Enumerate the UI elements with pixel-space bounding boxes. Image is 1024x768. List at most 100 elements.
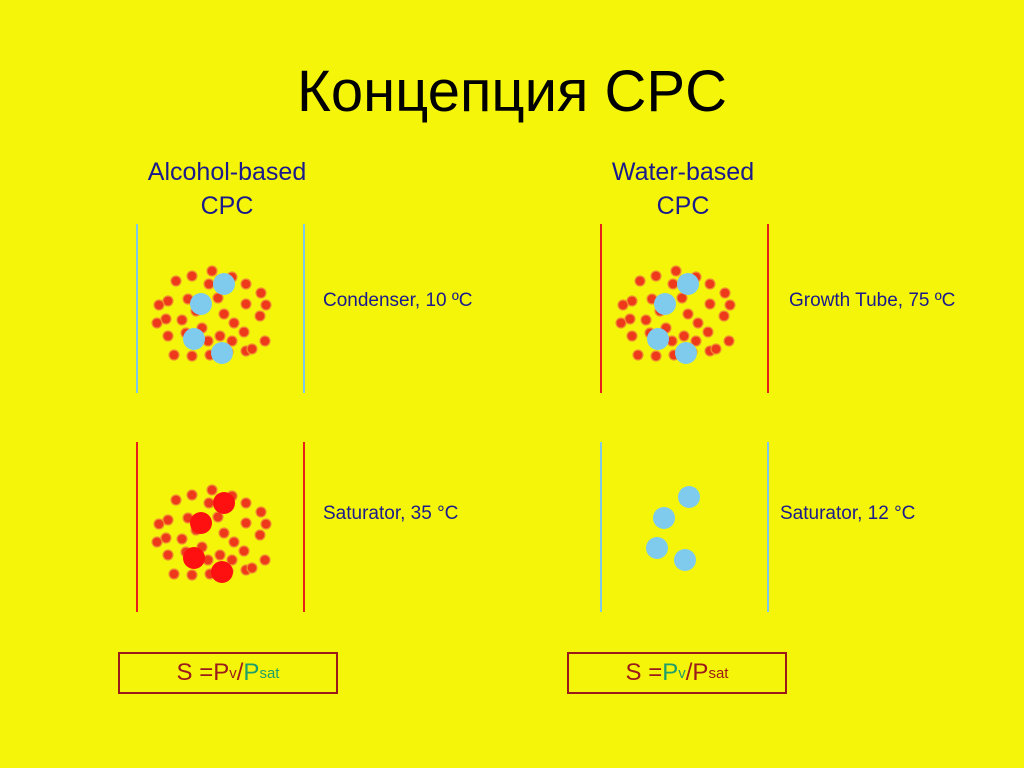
alcohol-vapor-dot	[255, 287, 267, 299]
water-vapor-dot	[719, 287, 731, 299]
water-vapor-dot	[710, 343, 722, 355]
alcohol-vapor-dot	[206, 484, 218, 496]
alcohol-vapor-dot	[151, 317, 163, 329]
water-growth-tube-label: Growth Tube, 75 ºC	[789, 290, 956, 311]
alcohol-vapor-dot	[153, 299, 165, 311]
water-formula-psat-sub: sat	[708, 664, 729, 682]
alcohol-vapor-dot	[240, 517, 252, 529]
alcohol-vapor-dot	[162, 295, 174, 307]
particle-dot	[183, 328, 205, 350]
alcohol-vapor-dot	[186, 569, 198, 581]
alcohol-vapor-dot	[228, 317, 240, 329]
alcohol-vapor-dot	[168, 349, 180, 361]
particle-dot	[646, 537, 668, 559]
alcohol-vapor-dot	[240, 497, 252, 509]
particle-dot	[190, 293, 212, 315]
alcohol-saturator-label: Saturator, 35 °C	[323, 503, 459, 524]
alcohol-vapor-dot	[218, 308, 230, 320]
particle-dot	[653, 507, 675, 529]
page-title: Концепция CPC	[297, 59, 727, 124]
alcohol-vapor-dot	[186, 350, 198, 362]
alcohol-formula-prefix: S =	[176, 659, 214, 686]
water-vapor-dot	[624, 313, 636, 325]
alcohol-vapor-dot	[162, 549, 174, 561]
particle-dot	[678, 486, 700, 508]
water-vapor-dot	[690, 335, 702, 347]
alcohol-formula-slash: /	[236, 659, 244, 686]
water-formula-pv: P	[662, 659, 679, 686]
alcohol-vapor-dot	[186, 489, 198, 501]
alcohol-vapor-dot	[260, 299, 272, 311]
particle-dot	[213, 273, 235, 295]
alcohol-vapor-dot	[176, 314, 188, 326]
water-vapor-dot	[650, 270, 662, 282]
alcohol-vapor-dot	[240, 278, 252, 290]
alcohol-vapor-dot	[214, 330, 226, 342]
water-vapor-dot	[704, 298, 716, 310]
water-heading-line2: CPC	[656, 192, 710, 220]
alcohol-vapor-dot	[160, 313, 172, 325]
alcohol-vapor-dot	[254, 310, 266, 322]
alcohol-formula-psat: P	[243, 659, 260, 686]
particle-dot	[654, 293, 676, 315]
water-vapor-dot	[650, 350, 662, 362]
water-vapor-dot	[682, 308, 694, 320]
alcohol-vapor-dot	[170, 275, 182, 287]
alcohol-vapor-dot	[259, 554, 271, 566]
alcohol-vapor-dot	[226, 554, 238, 566]
water-formula-slash: /	[685, 659, 693, 686]
alcohol-condenser-label: Condenser, 10 ºC	[323, 290, 473, 311]
alcohol-vapor-dot	[206, 265, 218, 277]
water-vapor-dot	[634, 275, 646, 287]
alcohol-vapor-dot	[259, 335, 271, 347]
alcohol-vapor-dot	[203, 497, 215, 509]
alcohol-formula-pv-sub: v	[229, 664, 237, 682]
alcohol-heading-line2: CPC	[200, 192, 254, 220]
alcohol-formula-pv: P	[213, 659, 230, 686]
particle-dot	[211, 342, 233, 364]
grown-droplet-dot	[211, 561, 233, 583]
alcohol-vapor-dot	[254, 529, 266, 541]
water-heading: Water-based CPC	[553, 155, 813, 223]
alcohol-vapor-dot	[186, 270, 198, 282]
alcohol-heading: Alcohol-based CPC	[97, 155, 357, 223]
alcohol-vapor-dot	[176, 533, 188, 545]
water-vapor-dot	[667, 278, 679, 290]
alcohol-vapor-dot	[255, 506, 267, 518]
water-vapor-dot	[723, 335, 735, 347]
grown-droplet-dot	[190, 512, 212, 534]
alcohol-formula-psat-sub: sat	[259, 664, 280, 682]
water-vapor-dot	[704, 278, 716, 290]
alcohol-vapor-dot	[162, 330, 174, 342]
particle-dot	[674, 549, 696, 571]
alcohol-vapor-dot	[168, 568, 180, 580]
alcohol-vapor-dot	[238, 545, 250, 557]
grown-droplet-dot	[183, 547, 205, 569]
water-formula-psat: P	[692, 659, 709, 686]
water-vapor-dot	[626, 330, 638, 342]
alcohol-vapor-dot	[151, 536, 163, 548]
grown-droplet-dot	[213, 492, 235, 514]
water-vapor-dot	[632, 349, 644, 361]
alcohol-vapor-dot	[228, 536, 240, 548]
water-saturator-label: Saturator, 12 °C	[780, 503, 916, 524]
water-vapor-dot	[724, 299, 736, 311]
water-vapor-dot	[626, 295, 638, 307]
water-formula-prefix: S =	[625, 659, 663, 686]
particle-dot	[675, 342, 697, 364]
water-vapor-dot	[718, 310, 730, 322]
alcohol-vapor-dot	[226, 335, 238, 347]
alcohol-heading-line1: Alcohol-based	[147, 158, 307, 186]
water-heading-line1: Water-based	[611, 158, 755, 186]
alcohol-vapor-dot	[214, 549, 226, 561]
alcohol-vapor-dot	[170, 494, 182, 506]
water-vapor-dot	[702, 326, 714, 338]
alcohol-vapor-dot	[153, 518, 165, 530]
alcohol-vapor-dot	[246, 343, 258, 355]
water-vapor-dot	[692, 317, 704, 329]
water-vapor-dot	[640, 314, 652, 326]
water-formula-pv-sub: v	[678, 664, 686, 682]
alcohol-vapor-dot	[238, 326, 250, 338]
